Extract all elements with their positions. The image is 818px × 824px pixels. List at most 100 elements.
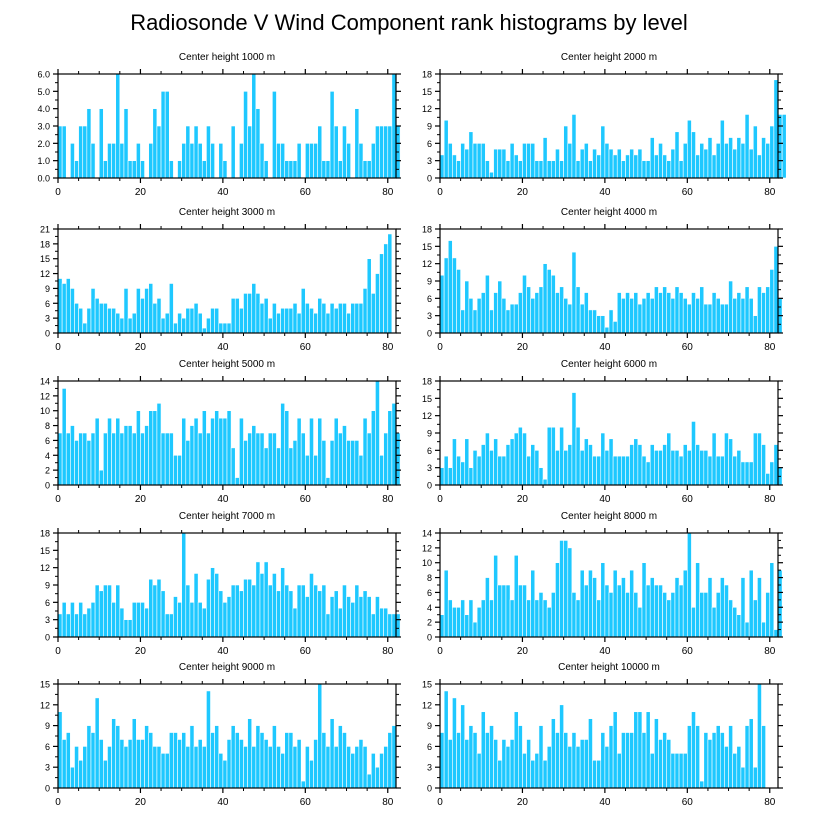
- bar: [633, 154, 639, 179]
- bar: [468, 467, 474, 486]
- y-tick-label: 18: [422, 377, 432, 387]
- bar: [728, 438, 733, 486]
- bar: [309, 759, 314, 789]
- y-tick-label: 0: [427, 174, 432, 184]
- bar: [740, 766, 746, 789]
- x-tick-label: 0: [55, 646, 61, 657]
- bar: [575, 746, 581, 789]
- bar: [588, 160, 593, 179]
- y-tick-label: 9: [45, 284, 50, 294]
- x-tick-label: 20: [517, 797, 529, 808]
- bar: [555, 292, 560, 334]
- y-tick-label: 9: [45, 721, 50, 731]
- bar: [131, 432, 137, 486]
- bar: [98, 302, 104, 334]
- histogram-panel-9: 0 20 40 60 80 0 3 6 9 12 15 Center height 9000 m: [40, 662, 401, 808]
- bar: [600, 562, 606, 638]
- bar: [777, 114, 783, 179]
- bar: [670, 148, 676, 179]
- bar: [185, 440, 191, 486]
- bar: [272, 91, 277, 179]
- x-tick-label: 80: [382, 187, 394, 198]
- bar: [255, 561, 261, 638]
- y-tick-label: 4.0: [37, 104, 50, 114]
- y-tick-label: 2.0: [37, 139, 50, 149]
- y-tick-label: 1.0: [37, 156, 50, 166]
- x-tick-label: 0: [55, 494, 61, 505]
- bar: [136, 143, 141, 179]
- bar: [74, 302, 79, 334]
- x-tick-label: 80: [764, 797, 776, 808]
- bar: [456, 455, 461, 486]
- bar: [604, 450, 610, 486]
- bar: [193, 302, 199, 334]
- bar: [769, 269, 775, 334]
- bar: [542, 263, 548, 334]
- bar: [346, 312, 351, 334]
- bar: [185, 307, 191, 334]
- bar: [674, 286, 680, 334]
- bar: [391, 402, 397, 486]
- bar: [309, 417, 314, 486]
- bar: [111, 143, 117, 179]
- bar: [354, 440, 360, 486]
- bar: [168, 432, 174, 486]
- bar: [468, 599, 474, 638]
- bar: [263, 561, 269, 638]
- bar: [181, 417, 187, 486]
- bar: [189, 143, 195, 179]
- bar: [711, 732, 717, 789]
- bar: [752, 315, 758, 334]
- bar: [530, 569, 536, 638]
- bar: [555, 732, 560, 789]
- bar: [230, 584, 236, 638]
- bar: [140, 739, 145, 789]
- bar: [629, 732, 635, 789]
- bar: [82, 613, 88, 638]
- bar: [313, 739, 318, 789]
- bar: [391, 725, 397, 789]
- bar: [317, 417, 323, 486]
- bar: [662, 286, 668, 334]
- bar: [715, 725, 721, 789]
- bar: [321, 302, 327, 334]
- bar: [210, 417, 215, 486]
- bar: [649, 298, 655, 334]
- bar: [57, 711, 63, 789]
- bar: [362, 417, 368, 486]
- bar: [82, 432, 88, 486]
- bar: [645, 461, 651, 486]
- bar: [222, 322, 228, 334]
- bar: [140, 432, 145, 486]
- bar: [189, 425, 195, 486]
- bar: [769, 461, 775, 486]
- bar: [493, 554, 499, 638]
- bar: [447, 739, 453, 789]
- bar: [90, 732, 96, 789]
- bar: [621, 298, 626, 334]
- bar: [550, 274, 556, 334]
- bar: [542, 478, 548, 486]
- x-tick-label: 80: [382, 342, 394, 353]
- bar: [140, 602, 145, 638]
- bar: [234, 477, 240, 486]
- bar: [621, 732, 626, 789]
- bar: [354, 108, 360, 179]
- bar: [383, 746, 389, 789]
- bar: [107, 307, 112, 334]
- bar: [288, 590, 294, 638]
- bar: [164, 753, 170, 789]
- bar: [354, 584, 360, 638]
- bar: [57, 432, 63, 486]
- bar: [752, 599, 758, 638]
- bar: [74, 746, 79, 789]
- bar: [259, 143, 265, 179]
- y-tick-label: 18: [40, 529, 50, 539]
- bar: [197, 432, 203, 486]
- bar: [243, 293, 248, 334]
- bar: [439, 467, 445, 486]
- bar: [173, 596, 178, 638]
- bar: [744, 621, 750, 638]
- bar: [337, 302, 343, 334]
- bar: [272, 432, 277, 486]
